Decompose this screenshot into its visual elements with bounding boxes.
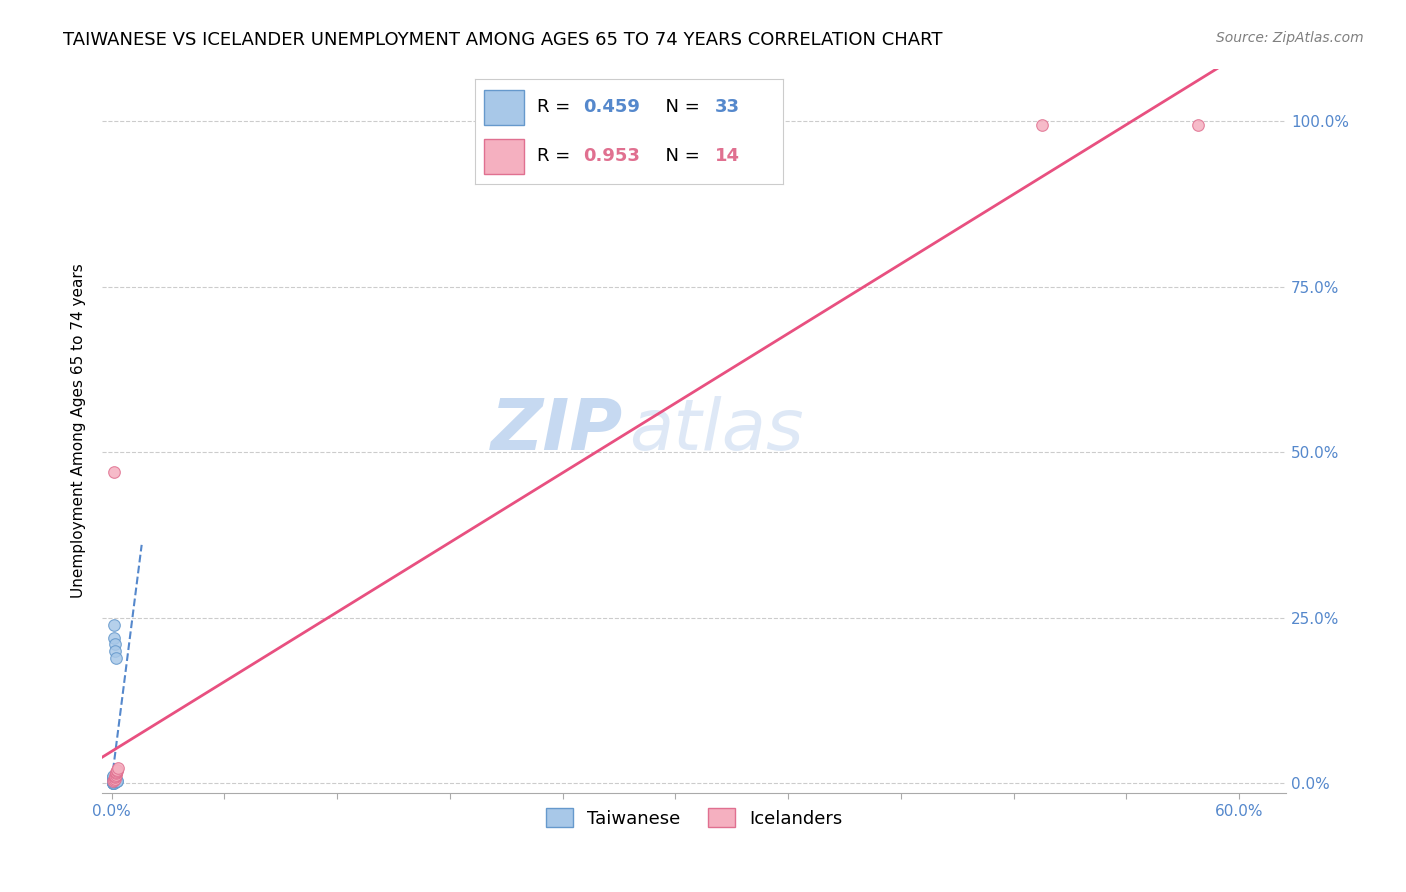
Point — [103, 769, 125, 783]
Point — [101, 776, 124, 790]
Point — [103, 776, 125, 790]
Text: atlas: atlas — [628, 396, 804, 466]
Point — [103, 773, 125, 788]
Point — [104, 772, 127, 786]
Point — [105, 765, 128, 780]
Point — [105, 773, 128, 788]
Legend: Taiwanese, Icelanders: Taiwanese, Icelanders — [538, 801, 849, 835]
Point — [103, 771, 125, 785]
Point — [1187, 118, 1209, 132]
Point — [104, 769, 127, 783]
Point — [107, 761, 129, 775]
Point — [104, 768, 127, 782]
Point — [104, 773, 127, 788]
Text: ZIP: ZIP — [491, 396, 623, 466]
Point — [104, 771, 127, 785]
Point — [105, 766, 128, 780]
Point — [105, 774, 128, 789]
Point — [104, 650, 127, 665]
Point — [105, 774, 128, 789]
Text: Source: ZipAtlas.com: Source: ZipAtlas.com — [1216, 31, 1364, 45]
Point — [103, 774, 125, 789]
Point — [104, 772, 127, 786]
Point — [104, 774, 127, 789]
Point — [104, 644, 127, 658]
Text: TAIWANESE VS ICELANDER UNEMPLOYMENT AMONG AGES 65 TO 74 YEARS CORRELATION CHART: TAIWANESE VS ICELANDER UNEMPLOYMENT AMON… — [63, 31, 943, 49]
Point — [103, 772, 125, 786]
Point — [103, 465, 125, 479]
Point — [104, 637, 127, 651]
Point — [104, 775, 127, 789]
Point — [103, 774, 125, 789]
Point — [103, 771, 125, 785]
Point — [101, 776, 124, 790]
Point — [105, 773, 128, 788]
Point — [1031, 118, 1053, 132]
Point — [103, 631, 125, 645]
Point — [101, 775, 124, 789]
Point — [103, 776, 125, 790]
Point — [103, 617, 125, 632]
Point — [105, 764, 128, 778]
Point — [103, 775, 125, 789]
Point — [103, 770, 125, 784]
Point — [103, 776, 125, 790]
Point — [104, 773, 127, 788]
Point — [103, 773, 125, 788]
Point — [104, 772, 127, 787]
Point — [103, 772, 125, 787]
Point — [103, 773, 125, 788]
Y-axis label: Unemployment Among Ages 65 to 74 years: Unemployment Among Ages 65 to 74 years — [72, 263, 86, 599]
Point — [103, 773, 125, 788]
Point — [103, 774, 125, 789]
Point — [105, 763, 128, 777]
